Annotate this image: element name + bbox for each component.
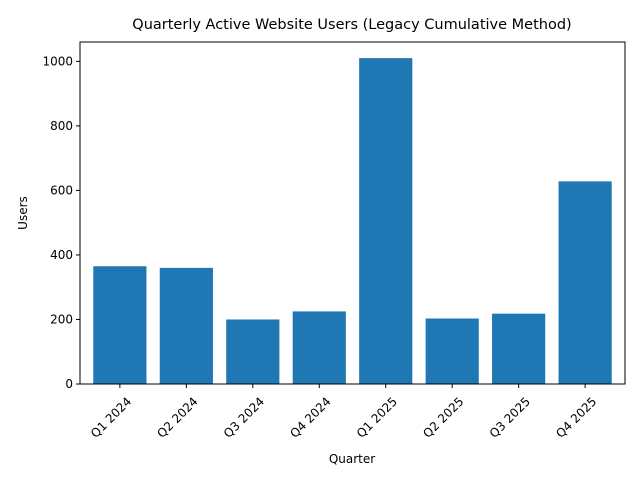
bar-q4-2025 xyxy=(558,181,612,384)
bar-q2-2025 xyxy=(425,318,479,384)
y-tick-label: 200 xyxy=(50,312,73,326)
plot-frame xyxy=(79,41,626,385)
bars-group xyxy=(93,58,612,384)
y-tick-label: 1000 xyxy=(42,54,73,68)
x-axis-label: Quarter xyxy=(329,452,375,466)
bar-q2-2024 xyxy=(159,267,213,384)
bar-q3-2024 xyxy=(226,319,280,384)
bar-q3-2025 xyxy=(492,313,546,384)
y-tick-label: 800 xyxy=(50,119,73,133)
chart-title: Quarterly Active Website Users (Legacy C… xyxy=(132,17,571,33)
bar-q4-2024 xyxy=(292,311,346,384)
y-tick-label: 600 xyxy=(50,183,73,197)
y-tick-label: 0 xyxy=(65,377,73,391)
y-axis-label: Users xyxy=(16,196,30,230)
y-tick-label: 400 xyxy=(50,248,73,262)
bar-q1-2025 xyxy=(359,58,413,384)
y-axis: 0 200 400 600 800 1000 xyxy=(42,54,80,391)
bar-q1-2024 xyxy=(93,266,147,384)
